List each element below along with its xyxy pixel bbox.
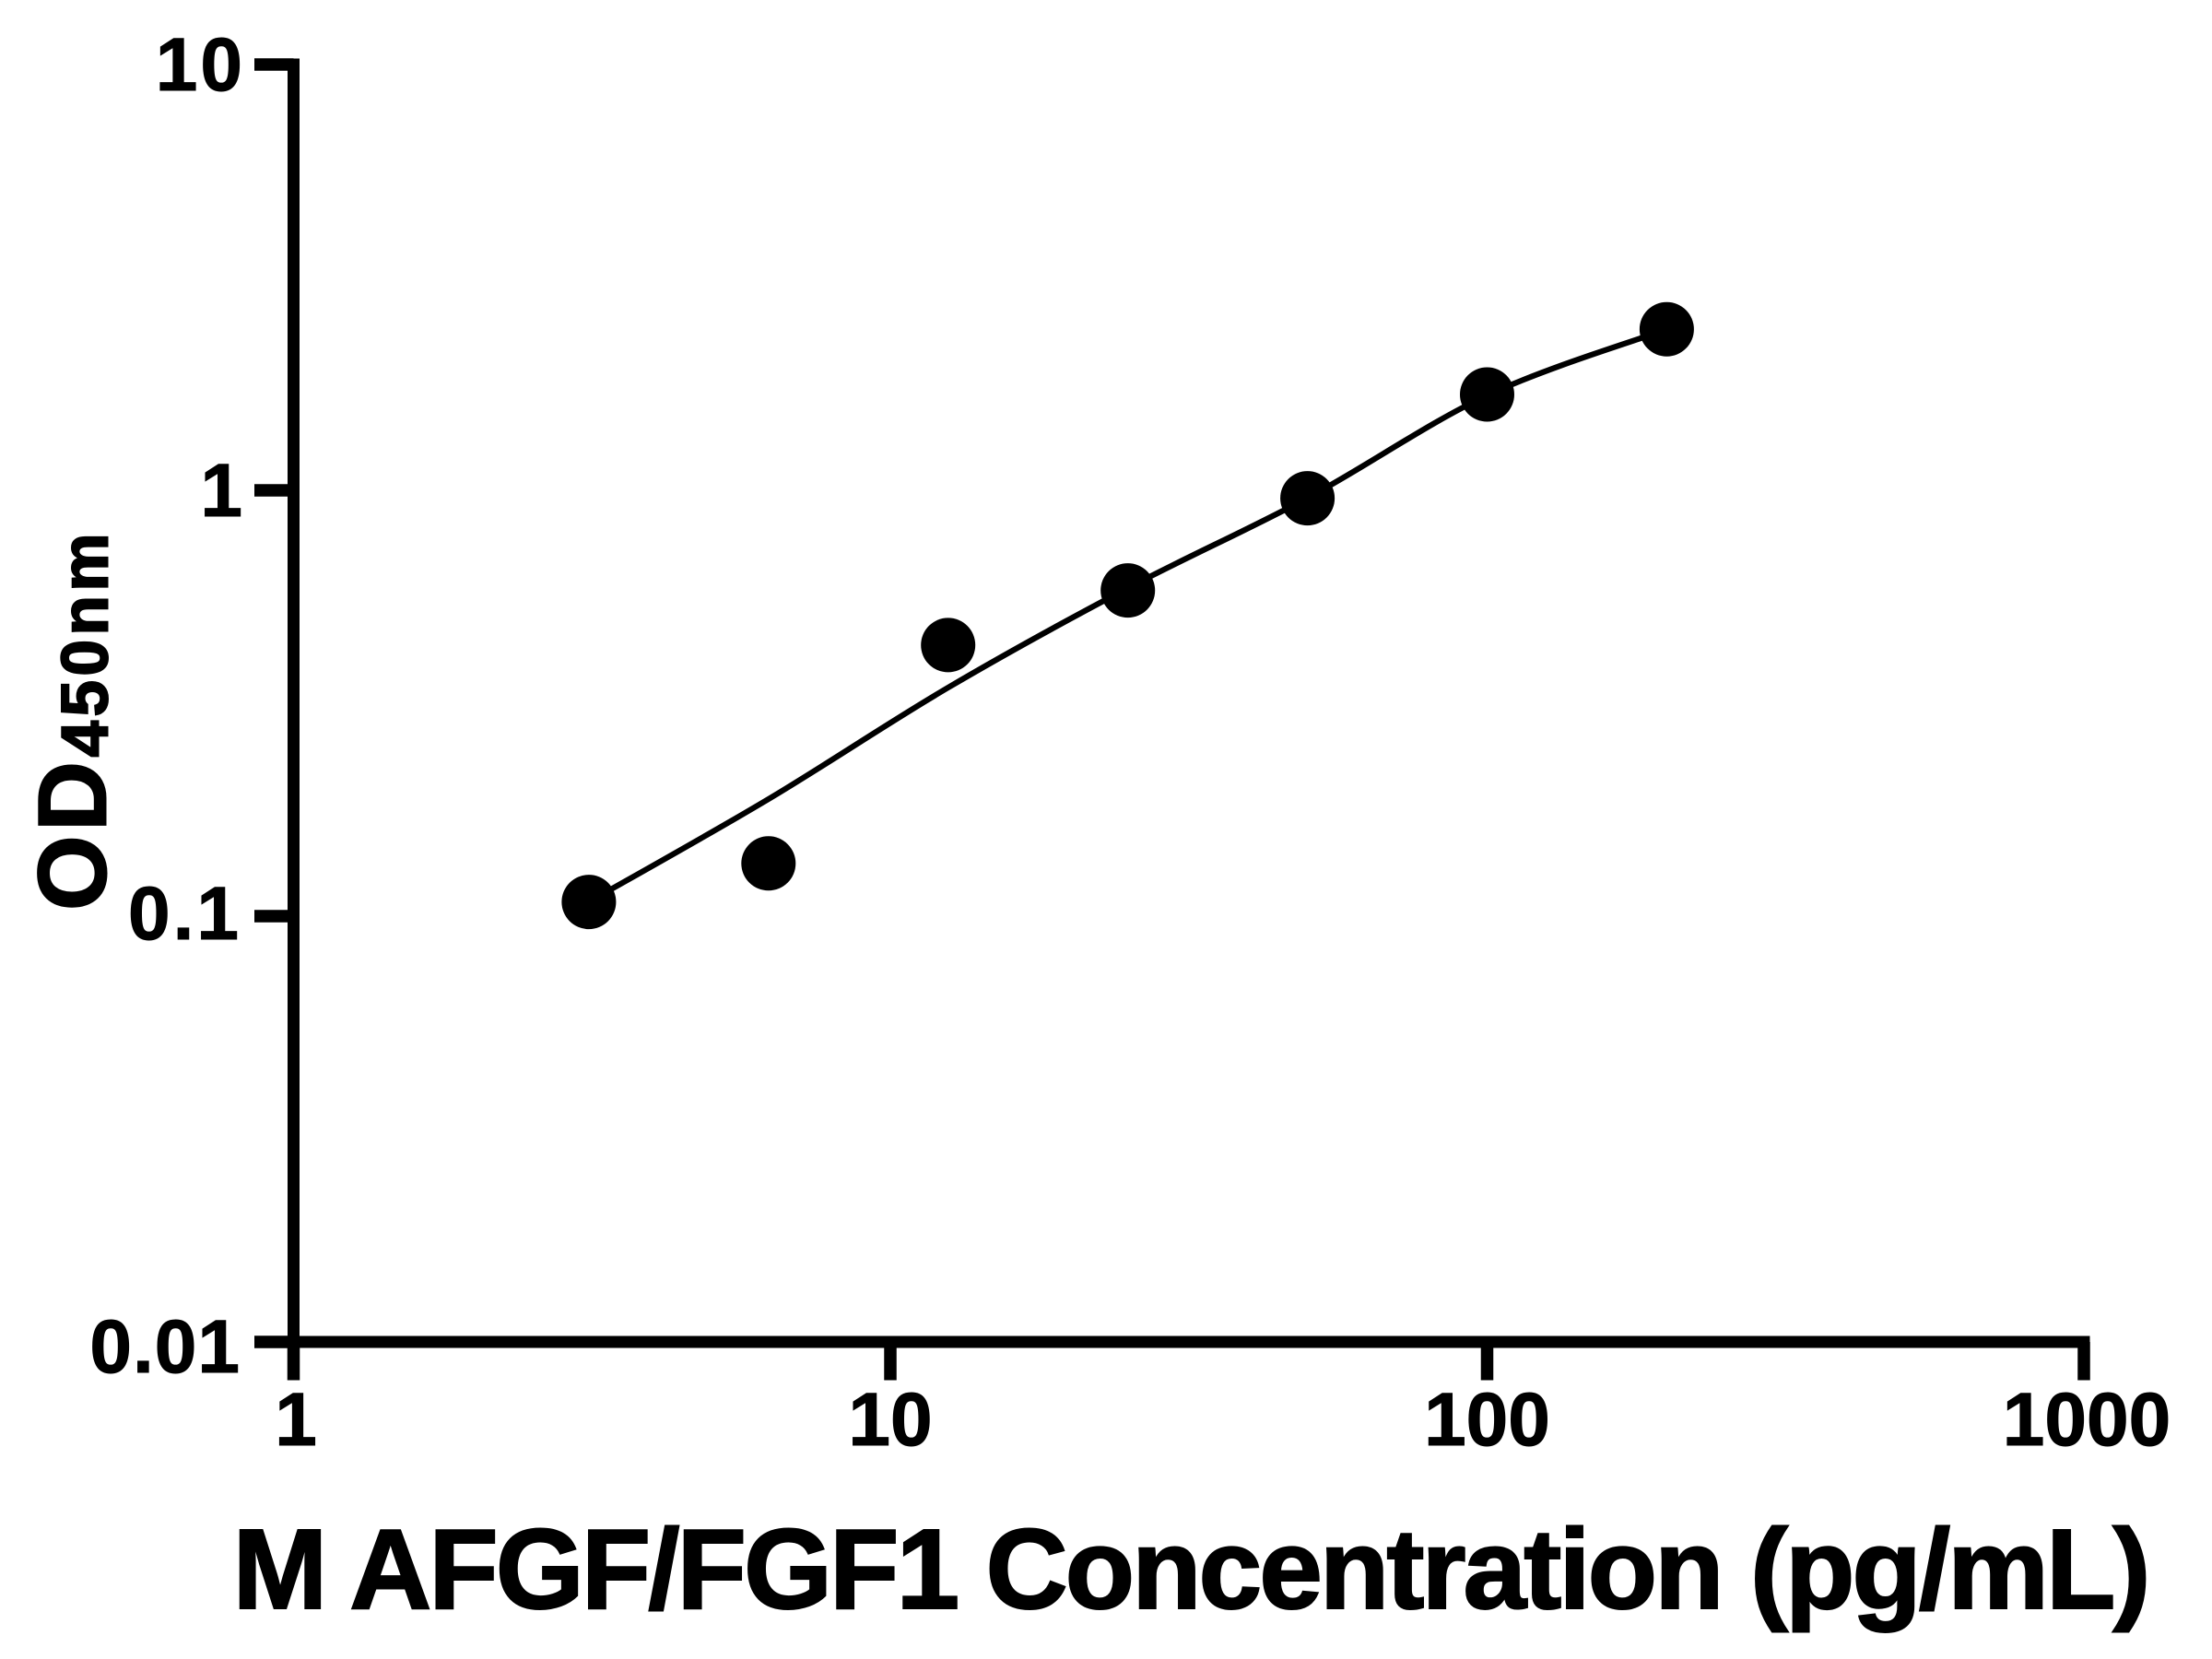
svg-text:1: 1 xyxy=(275,1378,317,1462)
svg-text:OD450nm: OD450nm xyxy=(19,529,127,911)
svg-text:1000: 1000 xyxy=(2003,1378,2171,1462)
svg-text:0.01: 0.01 xyxy=(89,1305,241,1389)
svg-text:0.1: 0.1 xyxy=(128,872,241,956)
svg-text:M AFGF/FGF1 Concentration (pg/: M AFGF/FGF1 Concentration (pg/mL) xyxy=(232,1506,2147,1633)
svg-text:10: 10 xyxy=(156,23,245,107)
svg-text:1: 1 xyxy=(200,449,245,533)
svg-text:100: 100 xyxy=(1424,1378,1550,1462)
svg-text:10: 10 xyxy=(848,1378,932,1462)
